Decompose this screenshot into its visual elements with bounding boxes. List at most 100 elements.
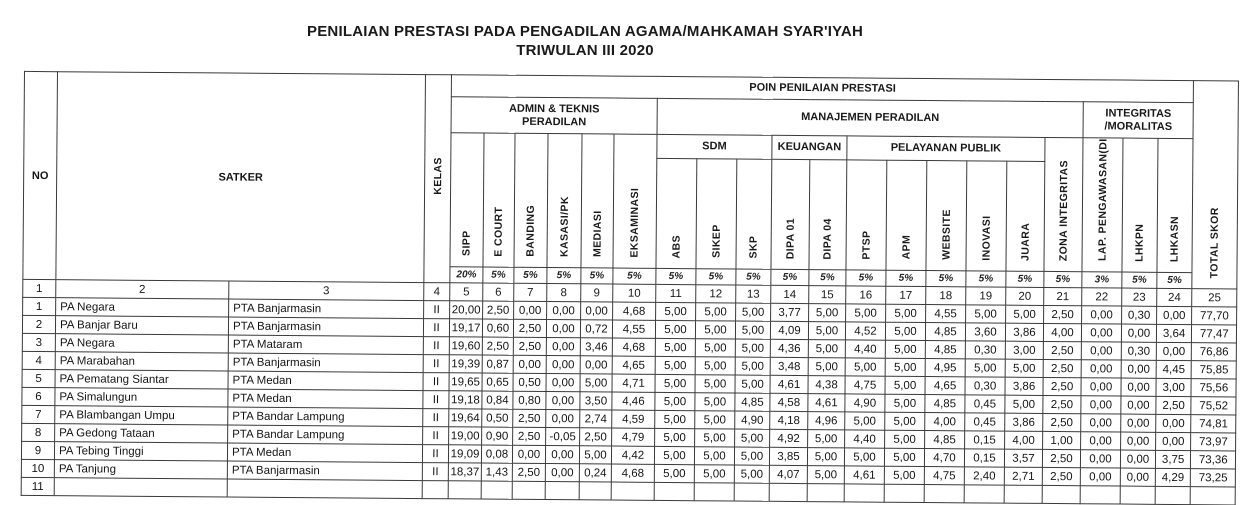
score-cell-sikep: 5,00 [694,392,736,412]
score-cell-dipa-04: 5,00 [807,429,845,448]
satker-name: PA Blambangan Umpu [54,405,228,426]
score-cell-mediasi: 0,24 [579,463,612,483]
score-cell-ptsp [844,483,885,503]
score-cell-kasasi-pk: -0,05 [545,427,580,446]
pta-name: PTA Banjarmasin [228,317,424,337]
score-cell-apm [884,484,925,503]
pta-name: PTA Banjarmasin [228,299,424,319]
score-cell-lhkasn: 4,45 [1156,360,1192,379]
col-header-total-skor: TOTAL SKOR [1192,80,1239,289]
score-cell-sipp: 20,00 [449,300,483,320]
score-cell-dipa-01: 3,77 [770,303,809,322]
col-number: 11 [655,284,696,303]
col-number: 20 [1005,287,1044,306]
col-header-abs-label: ABS [670,234,683,259]
row-no: 8 [21,423,55,442]
score-cell-sipp: 19,39 [449,354,483,374]
score-cell-dipa-04: 5,00 [807,447,845,466]
score-cell-website: 4,85 [925,322,966,341]
report-title-line2: TRIWULAN III 2020 [516,42,654,59]
col-number-total: 25 [1191,288,1238,307]
score-cell-lap-pengawasan-di [1080,485,1121,505]
weight-abs: 5% [655,268,696,285]
row-no: 10 [21,459,55,478]
score-cell-website: 4,95 [925,358,966,377]
score-cell-lhkasn: 0,00 [1155,432,1192,451]
score-cell-dipa-01: 4,58 [769,393,809,412]
col-header-kasasi-pk-label: KASASI/PK [558,196,571,258]
score-cell-kasasi-pk: 0,00 [545,409,580,428]
col-header-lhkpn: LHKPN [1121,138,1159,273]
col-header-inovasi: INOVASI [965,160,1007,272]
col-number: 22 [1081,287,1122,307]
pta-name: PTA Banjarmasin [227,461,423,481]
score-cell-inovasi: 0,45 [964,394,1005,414]
report-title: PENILAIAN PRESTASI PADA PENGADILAN AGAMA… [0,22,1170,60]
score-cell-dipa-01 [769,483,808,502]
score-cell-e-court: 0,87 [482,355,514,374]
score-cell-lhkpn: 0,00 [1121,324,1157,343]
score-cell-skp: 5,00 [735,375,771,394]
col-number: 16 [845,285,886,305]
kelas-value: II [422,462,449,481]
score-cell-ptsp: 4,75 [845,375,886,395]
col-number: 21 [1043,287,1082,306]
score-cell-lhkasn: 0,00 [1155,414,1192,433]
col-header-dipa-01: DIPA 01 [770,159,810,270]
score-cell-e-court: 0,90 [481,427,513,446]
col-header-banding: BANDING [513,133,549,268]
col-header-lhkpn-label: LHKPN [1133,223,1146,262]
score-cell-sikep: 5,00 [695,338,736,358]
score-cell-juara: 5,00 [1005,305,1044,324]
pta-name: PTA Medan [227,443,423,463]
weight-lhkpn: 5% [1121,272,1157,289]
score-cell-banding: 2,50 [513,319,547,338]
col-number: 6 [482,283,514,302]
kelas-value: II [423,300,450,319]
weight-sikep: 5% [695,268,736,286]
weight-skp: 5% [735,269,771,286]
score-cell-lhkpn: 0,00 [1120,396,1156,415]
col-header-sikep-label: SIKEP [710,224,723,259]
score-cell-banding: 2,50 [512,427,546,446]
col-header-zona-integritas-label: ZONA INTEGRITAS [1057,159,1070,262]
score-cell-sikep: 5,00 [695,320,736,340]
score-cell-banding: 2,50 [513,337,547,356]
score-cell-ptsp: 5,00 [845,303,886,323]
score-cell-banding: 0,50 [513,373,547,392]
total-score: 73,36 [1190,450,1236,469]
score-cell-skp: 5,00 [734,447,770,466]
weight-banding: 5% [513,267,547,284]
scanned-sheet: NO SATKER KELAS POIN PENILAIAN PRESTASI … [20,70,1240,505]
pta-name: PTA Medan [227,389,424,409]
score-cell-kasasi-pk: 0,00 [545,445,580,464]
satker-name: PA Tanjung [54,459,228,480]
score-cell-dipa-01: 4,36 [770,339,809,358]
score-cell-website [924,484,965,503]
score-cell-lap-pengawasan-di: 0,00 [1080,395,1121,415]
score-cell-kasasi-pk: 0,00 [546,337,581,356]
col-header-eksaminasi-label: EKSAMINASI [628,187,642,258]
score-cell-abs: 5,00 [655,338,696,357]
score-cell-e-court: 0,50 [481,409,513,428]
score-cell-eksaminasi: 4,79 [611,428,655,447]
weight-kasasi-pk: 5% [546,267,581,284]
score-cell-ptsp: 4,40 [844,429,885,449]
score-cell-abs: 5,00 [654,392,696,411]
score-cell-apm: 5,00 [885,340,926,359]
score-cell-zona-integritas: 2,50 [1043,359,1082,378]
score-cell-abs: 5,00 [655,302,696,321]
score-cell-kasasi-pk: 0,00 [546,319,581,338]
score-cell-abs: 5,00 [655,320,696,339]
score-cell-ptsp: 4,52 [845,321,886,341]
satker-name: PA Negara [55,297,229,318]
col-header-e-court-label: E COURT [492,206,505,257]
total-score: 76,86 [1191,342,1237,361]
col-header-ptsp-label: PTSP [860,230,873,260]
col-number: 13 [735,285,771,304]
score-cell-eksaminasi: 4,68 [612,338,656,357]
total-score: 75,85 [1191,360,1237,379]
score-cell-banding: 0,80 [512,391,547,410]
score-cell-kasasi-pk: 0,00 [545,391,581,410]
score-cell-e-court: 0,65 [482,373,514,392]
